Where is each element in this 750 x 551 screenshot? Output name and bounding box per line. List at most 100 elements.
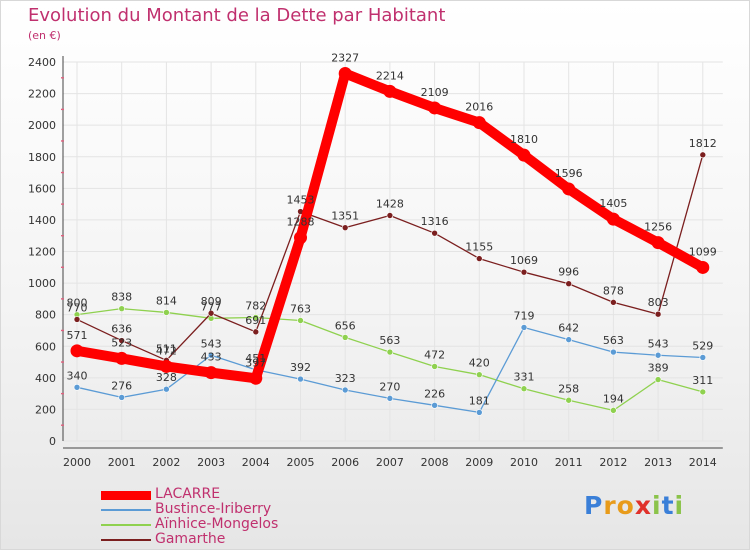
data-point-a-nhice-mongelos bbox=[699, 388, 707, 396]
data-label-a-nhice-mongelos: 420 bbox=[469, 357, 490, 370]
data-label-lacarre: 433 bbox=[201, 351, 222, 364]
data-label-a-nhice-mongelos: 311 bbox=[692, 374, 713, 387]
logo-letter: i bbox=[652, 491, 662, 520]
legend-item: LACARRE bbox=[101, 486, 361, 502]
data-point-a-nhice-mongelos bbox=[252, 314, 260, 321]
data-label-bustince-iriberry: 719 bbox=[514, 309, 535, 322]
data-point-bustince-iriberry bbox=[520, 324, 528, 331]
data-label-lacarre: 2214 bbox=[376, 69, 404, 82]
data-label-a-nhice-mongelos: 656 bbox=[335, 319, 356, 332]
data-point-lacarre bbox=[294, 231, 307, 245]
data-label-bustince-iriberry: 543 bbox=[648, 337, 669, 350]
data-point-lacarre bbox=[115, 351, 129, 365]
logo-letter: o bbox=[616, 491, 635, 520]
data-point-gamarthe bbox=[610, 299, 617, 306]
data-point-a-nhice-mongelos bbox=[475, 371, 483, 378]
data-label-gamarthe: 1155 bbox=[465, 241, 493, 254]
y-tick-label: 1400 bbox=[28, 214, 56, 227]
x-tick-label: 2012 bbox=[599, 456, 627, 469]
legend-item: Aïnhice-Mongelos bbox=[101, 516, 361, 532]
legend-item: Gamarthe bbox=[101, 531, 361, 547]
data-label-bustince-iriberry: 276 bbox=[111, 379, 132, 392]
data-label-lacarre: 1810 bbox=[510, 133, 538, 146]
data-label-a-nhice-mongelos: 800 bbox=[67, 297, 88, 310]
data-point-lacarre bbox=[651, 236, 665, 250]
data-label-bustince-iriberry: 392 bbox=[290, 361, 311, 374]
data-point-a-nhice-mongelos bbox=[163, 309, 170, 316]
data-label-lacarre: 571 bbox=[67, 329, 88, 342]
data-point-gamarthe bbox=[431, 229, 438, 237]
data-label-gamarthe: 1351 bbox=[331, 210, 359, 223]
legend-swatch bbox=[101, 509, 151, 511]
data-label-a-nhice-mongelos: 258 bbox=[558, 382, 579, 395]
data-label-layer: 571 523 472 433 397 1288 2327 2214 2109 2016 1810 1… bbox=[67, 52, 717, 408]
x-tick-label: 2004 bbox=[242, 456, 270, 469]
data-label-lacarre: 523 bbox=[111, 336, 132, 349]
data-point-bustince-iriberry bbox=[118, 394, 125, 401]
data-point-gamarthe bbox=[207, 309, 215, 317]
data-label-bustince-iriberry: 642 bbox=[558, 322, 579, 335]
data-point-bustince-iriberry bbox=[654, 351, 662, 359]
logo-letter: r bbox=[603, 491, 617, 520]
data-point-bustince-iriberry bbox=[386, 395, 394, 402]
data-label-lacarre: 2327 bbox=[331, 52, 359, 65]
data-point-lacarre bbox=[159, 359, 173, 373]
data-point-a-nhice-mongelos bbox=[118, 305, 125, 312]
data-point-gamarthe bbox=[475, 255, 483, 262]
data-point-bustince-iriberry bbox=[163, 385, 170, 393]
data-point-lacarre bbox=[428, 101, 442, 115]
data-point-a-nhice-mongelos bbox=[386, 348, 394, 356]
data-label-bustince-iriberry: 328 bbox=[156, 371, 177, 384]
proxiti-logo: Proxiti bbox=[584, 491, 684, 520]
data-point-gamarthe bbox=[565, 280, 573, 288]
x-tick-label: 2005 bbox=[287, 456, 315, 469]
y-tick-label: 2400 bbox=[28, 56, 56, 69]
data-point-bustince-iriberry bbox=[297, 375, 304, 383]
data-label-a-nhice-mongelos: 777 bbox=[201, 300, 222, 313]
x-tick-label: 2002 bbox=[152, 456, 180, 469]
data-label-bustince-iriberry: 529 bbox=[692, 339, 713, 352]
data-point-lacarre bbox=[338, 67, 352, 81]
legend-label: LACARRE bbox=[155, 486, 221, 502]
data-label-lacarre: 1099 bbox=[689, 245, 717, 258]
data-point-lacarre bbox=[472, 116, 486, 130]
data-label-gamarthe: 1316 bbox=[421, 215, 449, 228]
y-tick-label: 200 bbox=[35, 403, 56, 416]
y-tick-label: 2000 bbox=[28, 119, 56, 132]
data-label-bustince-iriberry: 340 bbox=[67, 369, 88, 382]
data-label-gamarthe: 803 bbox=[648, 296, 669, 309]
data-label-gamarthe: 636 bbox=[111, 323, 132, 336]
y-tick-label: 800 bbox=[35, 309, 56, 322]
data-label-bustince-iriberry: 451 bbox=[245, 352, 266, 365]
data-point-lacarre bbox=[204, 366, 218, 380]
data-point-lacarre bbox=[383, 84, 397, 98]
x-tick-label: 2011 bbox=[555, 456, 583, 469]
data-label-lacarre: 397 bbox=[245, 356, 266, 369]
data-label-a-nhice-mongelos: 838 bbox=[111, 291, 132, 304]
data-point-lacarre bbox=[70, 344, 84, 358]
data-label-lacarre: 2016 bbox=[465, 101, 493, 114]
logo-letter: i bbox=[674, 491, 685, 520]
chart-title: Evolution du Montant de la Dette par Hab… bbox=[28, 5, 446, 26]
y-tick-label: 1000 bbox=[28, 277, 56, 290]
legend: LACARRE Bustince-Iriberry Aïnhice-Mongelos… bbox=[101, 486, 361, 547]
data-label-gamarthe: 878 bbox=[603, 284, 624, 297]
data-label-lacarre: 472 bbox=[156, 344, 177, 357]
data-label-gamarthe: 511 bbox=[156, 342, 177, 355]
logo-letter: x bbox=[634, 491, 652, 520]
x-tick-label: 2007 bbox=[376, 456, 404, 469]
chart-subtitle: (en €) bbox=[28, 29, 61, 42]
data-label-gamarthe: 1812 bbox=[689, 137, 717, 150]
data-label-bustince-iriberry: 563 bbox=[603, 334, 624, 347]
data-point-bustince-iriberry bbox=[341, 386, 349, 394]
data-point-lacarre bbox=[249, 371, 263, 385]
y-tick-label: 2200 bbox=[28, 88, 56, 101]
x-tick-label: 2008 bbox=[421, 456, 449, 469]
data-label-gamarthe: 1428 bbox=[376, 197, 404, 210]
data-label-gamarthe: 691 bbox=[245, 314, 266, 327]
x-tick-label: 2003 bbox=[197, 456, 225, 469]
data-label-a-nhice-mongelos: 389 bbox=[648, 362, 669, 375]
logo-letter: t bbox=[661, 491, 675, 520]
